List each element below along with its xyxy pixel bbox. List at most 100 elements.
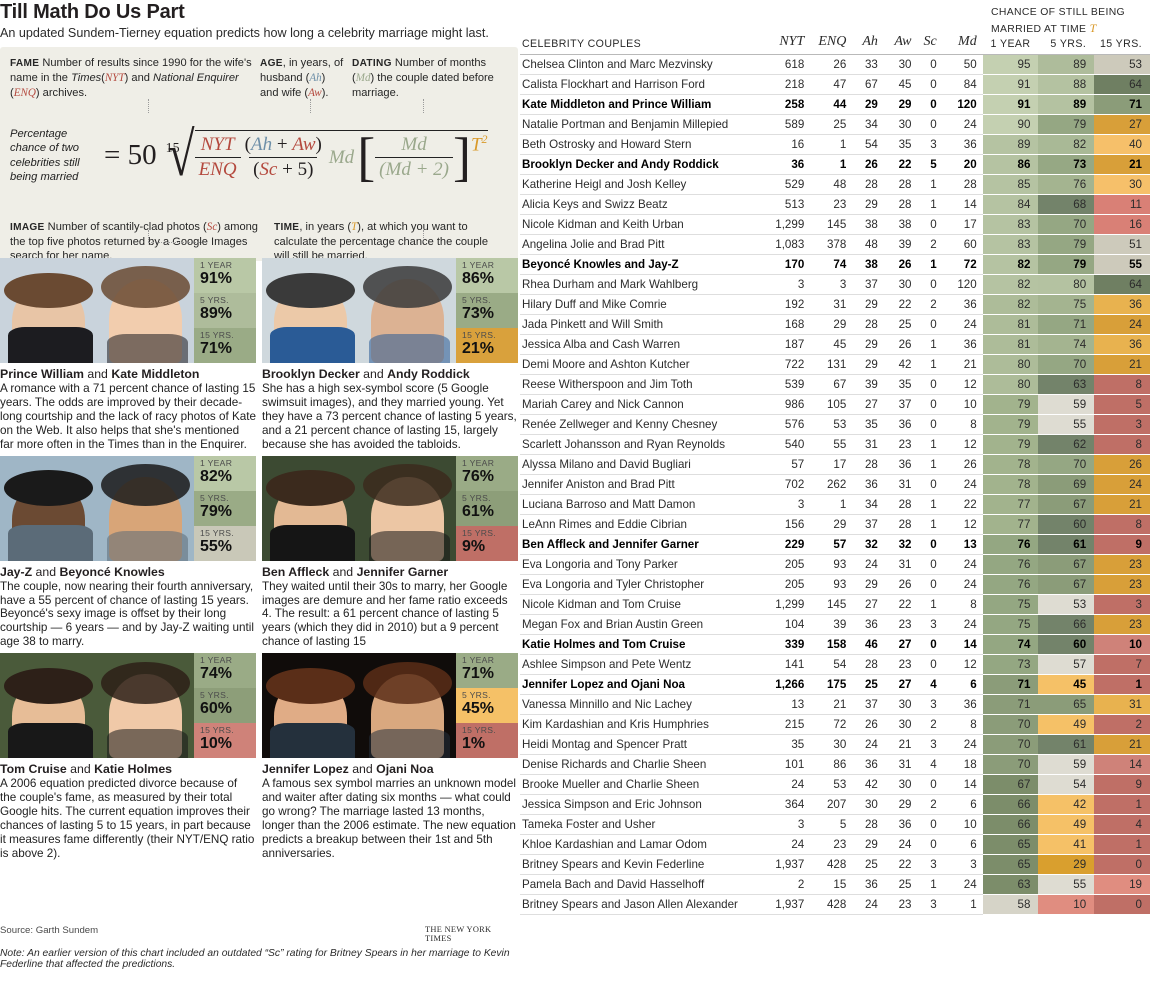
table-row: Demi Moore and Ashton Kutcher 722 131 29 42 1… — [520, 354, 1150, 375]
card-title: Jennifer Lopez and Ojani Noa — [262, 762, 434, 777]
col-header-sc: Sc — [917, 34, 943, 55]
cell-nyt: 215 — [764, 714, 811, 735]
cell-chance-1-year: 90 — [982, 114, 1039, 135]
cell-sc: 1 — [917, 494, 943, 515]
pct-cell: 15 YRS. 21% — [456, 328, 518, 363]
cell-aw: 23 — [883, 614, 918, 635]
cell-nyt: 540 — [764, 434, 811, 455]
cell-nyt: 35 — [764, 734, 811, 755]
cell-aw: 32 — [883, 534, 918, 555]
pct-value: 10% — [200, 735, 233, 753]
cell-enq: 45 — [810, 334, 853, 355]
cell-sc: 1 — [917, 254, 943, 275]
cell-nyt: 168 — [764, 314, 811, 335]
pct-value: 73% — [462, 305, 495, 322]
cell-chance-15-yrs: 14 — [1094, 754, 1150, 775]
pct-label: 5 YRS. — [462, 690, 491, 701]
card-title: Prince William and Kate Middleton — [0, 367, 200, 381]
cell-nyt: 1,266 — [764, 674, 811, 695]
cell-nyt: 205 — [764, 554, 811, 575]
pct-cell: 1 YEAR 74% — [194, 653, 256, 689]
cell-sc: 1 — [917, 514, 943, 535]
correction-note: Note: An earlier version of this chart i… — [0, 948, 510, 970]
cell-nyt: 24 — [764, 834, 811, 855]
cell-sc: 2 — [917, 794, 943, 815]
pct-cell: 15 YRS. 1% — [456, 723, 518, 759]
cell-chance-1-year: 75 — [982, 594, 1039, 615]
cell-chance-1-year: 82 — [982, 254, 1039, 275]
cell-md: 24 — [942, 614, 983, 635]
cell-ah: 25 — [852, 854, 884, 875]
cell-aw: 25 — [883, 874, 918, 895]
cell-sc: 0 — [917, 54, 943, 75]
fraction-md: Md (Md + 2) — [375, 134, 453, 181]
cell-md: 10 — [942, 814, 983, 835]
cell-couple: Heidi Montag and Spencer Pratt — [520, 734, 764, 755]
cell-enq: 145 — [810, 214, 853, 235]
cell-enq: 428 — [810, 854, 853, 875]
card-photo-row: 1 YEAR 82% 5 YRS. 79% 15 YRS. 55% — [0, 455, 256, 561]
nyt-symbol: NYT — [104, 72, 125, 85]
couple-photo — [262, 258, 456, 363]
pct-cell: 15 YRS. 55% — [194, 525, 256, 561]
cell-sc: 0 — [917, 214, 943, 235]
cell-ah: 30 — [852, 794, 884, 815]
cell-sc: 0 — [917, 474, 943, 495]
cell-chance-5-yrs: 75 — [1038, 294, 1095, 315]
cell-couple: Katherine Heigl and Josh Kelley — [520, 174, 764, 195]
card-photo-row: 1 YEAR 86% 5 YRS. 73% 15 YRS. 21% — [262, 258, 518, 363]
cell-chance-5-yrs: 66 — [1038, 614, 1095, 635]
source-line: Source: Garth Sundem — [0, 925, 99, 936]
cell-nyt: 589 — [764, 114, 811, 135]
table-row: Rhea Durham and Mark Wahlberg 3 3 37 30 0 120 8… — [520, 274, 1150, 295]
cell-couple: Rhea Durham and Mark Wahlberg — [520, 274, 764, 295]
cell-couple: Jennifer Lopez and Ojani Noa — [520, 674, 764, 695]
cell-ah: 28 — [852, 174, 884, 195]
cell-sc: 0 — [917, 74, 943, 95]
pct-label: 1 YEAR — [462, 457, 495, 468]
card-percentages: 1 YEAR 74% 5 YRS. 60% 15 YRS. 10% — [194, 653, 256, 759]
cell-aw: 23 — [883, 654, 918, 675]
definition-dating-text-a: Number of months ( — [352, 57, 487, 85]
cell-enq: 21 — [810, 694, 853, 715]
pct-value: 71% — [200, 340, 233, 357]
cell-aw: 36 — [883, 414, 918, 435]
cell-couple: Jessica Alba and Cash Warren — [520, 334, 764, 355]
cell-md: 10 — [942, 394, 983, 415]
cell-md: 12 — [942, 514, 983, 535]
cell-enq: 93 — [810, 554, 853, 575]
cell-ah: 24 — [852, 554, 884, 575]
cell-chance-1-year: 74 — [982, 634, 1039, 655]
cell-chance-1-year: 66 — [982, 794, 1039, 815]
cell-chance-5-yrs: 49 — [1038, 814, 1095, 835]
col-header-nyt: NYT — [764, 34, 811, 55]
cell-chance-15-yrs: 8 — [1094, 514, 1150, 535]
cell-chance-1-year: 77 — [982, 494, 1039, 515]
pct-value: 45% — [462, 700, 495, 718]
pct-cell: 1 YEAR 71% — [456, 653, 518, 689]
definition-image-text-a: Number of scantily-clad photos ( — [44, 220, 207, 233]
table-row: Kate Middleton and Prince William 258 44 29… — [520, 94, 1150, 115]
cell-couple: Nicole Kidman and Tom Cruise — [520, 594, 764, 615]
cell-chance-15-yrs: 21 — [1094, 154, 1150, 175]
pct-cell: 1 YEAR 86% — [456, 258, 518, 293]
cell-chance-1-year: 79 — [982, 414, 1039, 435]
cell-enq: 74 — [810, 254, 853, 275]
definition-image-text-b: ) among the top five photos returned by … — [10, 220, 258, 262]
cell-enq: 207 — [810, 794, 853, 815]
cell-chance-5-yrs: 67 — [1038, 554, 1095, 575]
table-header-row: CELEBRITY COUPLES NYT ENQ Ah Aw Sc Md 1 … — [520, 34, 1150, 55]
cell-enq: 39 — [810, 614, 853, 635]
card-title: Jay-Z and Beyoncé Knowles — [0, 564, 165, 579]
cell-chance-5-yrs: 89 — [1038, 94, 1095, 115]
exponent-t: T2 — [470, 131, 488, 155]
cell-md: 21 — [942, 354, 983, 375]
cell-chance-5-yrs: 80 — [1038, 274, 1095, 295]
cell-nyt: 205 — [764, 574, 811, 595]
cell-enq: 17 — [810, 454, 853, 475]
cell-chance-5-yrs: 70 — [1038, 354, 1095, 375]
definition-fame-enquirer: National Enquirer — [153, 72, 239, 85]
table-row: Alyssa Milano and David Bugliari 57 17 28 36… — [520, 454, 1150, 475]
cell-chance-5-yrs: 67 — [1038, 494, 1095, 515]
table-row: Britney Spears and Kevin Federline 1,937 4… — [520, 854, 1150, 875]
